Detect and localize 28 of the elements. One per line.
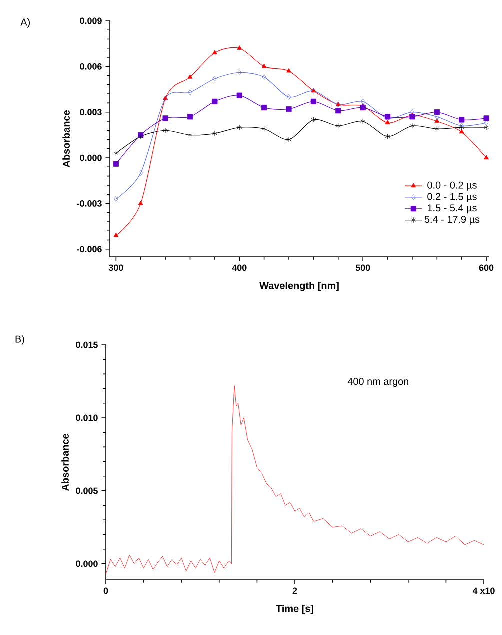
y-tick-label: 0.005 [76, 488, 98, 494]
y-axis-title: Absorbance [62, 110, 70, 168]
y-tick-label: 0.009 [80, 18, 102, 24]
legend-label: 5.4 - 17.9 µs [424, 216, 480, 226]
x-axis-title: Time [s] [276, 604, 314, 614]
y-tick-label: 0.003 [80, 109, 102, 116]
legend-label: 1.5 - 5.4 µs [428, 204, 477, 214]
text: A) [20, 18, 30, 28]
y-tick-label: 0.010 [76, 414, 98, 422]
x-tick-label: 4 x10 [472, 588, 495, 594]
x-tick-label: 300 [108, 264, 124, 272]
text: B) [16, 335, 24, 345]
y-tick-label: -0.003 [77, 200, 102, 207]
x-tick-label: 600 [479, 264, 494, 272]
legend-label: 0.0 - 0.2 µs [428, 182, 477, 191]
legend-label: 0.2 - 1.5 µs [428, 193, 477, 202]
x-axis-title: Wavelength [nm] [260, 282, 339, 292]
y-tick-label: 0.015 [76, 342, 98, 348]
x-tick-label: 400 [232, 264, 247, 272]
y-tick-label: 0.006 [80, 63, 102, 70]
x-tick-label: 500 [356, 264, 370, 272]
y-tick-label: -0.006 [77, 246, 102, 253]
y-axis-title: Absorbance [62, 434, 69, 492]
x-tick-label: 0 [104, 588, 108, 594]
y-tick-label: 0.000 [80, 154, 102, 162]
y-tick-label: 0.000 [76, 560, 98, 568]
annotation: 400 nm argon [348, 378, 408, 388]
x-tick-label: 2 [292, 588, 298, 594]
